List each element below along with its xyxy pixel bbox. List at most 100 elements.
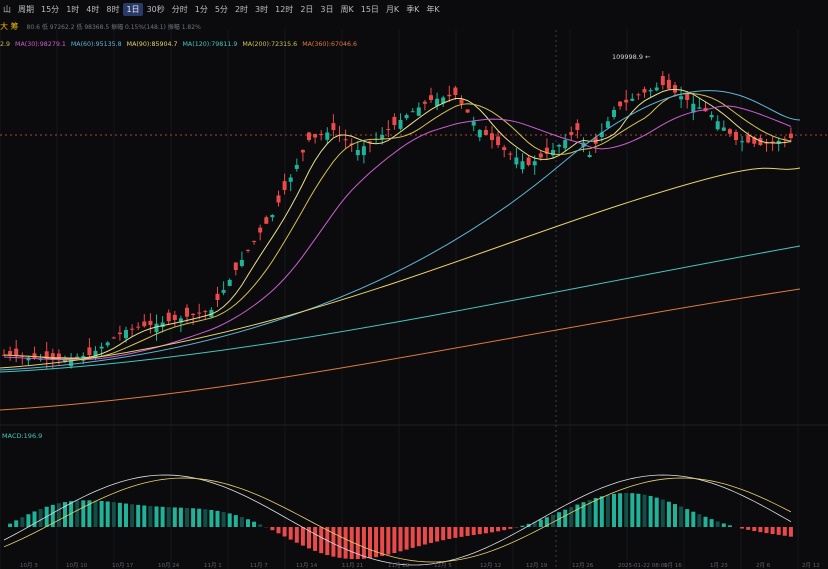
candle-body <box>111 337 116 339</box>
timeframe-14[interactable]: 2日 <box>300 4 314 14</box>
macd-bar <box>14 520 19 527</box>
macd-bar <box>721 523 726 527</box>
timeframe-4[interactable]: 4时 <box>86 4 100 14</box>
candle-body <box>368 141 372 143</box>
timeframe-17[interactable]: 15日 <box>360 4 379 14</box>
macd-bar <box>136 504 141 527</box>
candle-body <box>26 357 31 361</box>
candle-body <box>313 133 318 138</box>
candle-body <box>532 161 537 166</box>
candle-body <box>93 350 98 358</box>
macd-bar <box>587 499 592 527</box>
candle-body <box>782 138 787 140</box>
candle-body <box>209 310 214 318</box>
x-axis-label: 11月 1 <box>204 562 222 569</box>
ma60-line <box>0 90 801 371</box>
macd-bar <box>502 527 507 531</box>
macd-bar <box>709 519 714 527</box>
timeframe-3[interactable]: 1时 <box>66 4 80 14</box>
candle-body <box>331 123 336 130</box>
macd-bar <box>673 504 677 527</box>
candle-body <box>32 353 37 359</box>
x-axis-label: 12月 26 <box>572 562 594 569</box>
candle-body <box>343 139 348 141</box>
timeframe-9[interactable]: 1分 <box>194 4 208 14</box>
candle-body <box>526 157 531 165</box>
candle-body <box>239 260 244 266</box>
macd-bar <box>215 510 220 527</box>
macd-bar <box>544 517 549 527</box>
timeframe-16[interactable]: 周K <box>340 4 354 14</box>
candle-body <box>136 326 141 328</box>
macd-bar <box>178 507 183 527</box>
timeframe-12[interactable]: 3时 <box>255 4 269 14</box>
candle-body <box>447 94 452 97</box>
candle-body <box>422 101 427 104</box>
candle-body <box>142 321 147 327</box>
macd-bar <box>471 527 476 536</box>
timeframe-0[interactable]: 山 <box>3 4 11 14</box>
macd-bar <box>282 527 287 537</box>
candle-body <box>117 332 122 335</box>
macd-bar <box>441 527 446 541</box>
high-price-label: 109998.9 ← <box>612 53 651 61</box>
timeframe-5[interactable]: 8时 <box>106 4 120 14</box>
ma90-value: MA(90):85904.7 <box>126 41 178 48</box>
candle-body <box>740 141 745 143</box>
timeframe-18[interactable]: 月K <box>385 4 400 14</box>
ma-line <box>3 88 791 360</box>
macd-bar <box>563 509 568 527</box>
timeframe-2[interactable]: 15分 <box>41 4 60 14</box>
timeframe-13[interactable]: 12时 <box>275 4 294 14</box>
timeframe-1[interactable]: 周期 <box>18 4 34 14</box>
x-axis-label: 2月 6 <box>756 562 771 569</box>
macd-bar <box>490 527 494 533</box>
macd-bar <box>770 527 775 534</box>
macd-bar <box>124 503 128 527</box>
candle-body <box>69 357 74 367</box>
candle-body <box>398 120 403 129</box>
macd-bar <box>300 527 305 546</box>
macd-bar <box>294 527 299 543</box>
macd-bar <box>636 493 641 527</box>
candle-body <box>471 121 476 126</box>
timeframe-6[interactable]: 1日 <box>123 2 143 16</box>
candle-body <box>465 109 470 113</box>
macd-bar <box>32 511 37 527</box>
candle-body <box>325 132 330 140</box>
x-axis-label: 11月 14 <box>296 562 318 569</box>
macd-bar <box>343 527 348 559</box>
macd-bar <box>172 507 177 527</box>
macd-dea-line <box>3 477 792 563</box>
candle-body <box>630 98 635 101</box>
candle-body <box>416 107 421 116</box>
macd-bar <box>776 527 781 535</box>
timeframe-19[interactable]: 季K <box>406 4 420 14</box>
candle-body <box>502 147 507 150</box>
candle-body <box>197 312 202 314</box>
timeframe-20[interactable]: 年K <box>426 4 440 14</box>
candle-body <box>660 76 665 85</box>
ma360-value: MA(360):67046.6 <box>302 41 358 48</box>
candle-body <box>514 157 519 165</box>
macd-bar <box>111 502 116 527</box>
candle-body <box>715 121 720 130</box>
candle-body <box>50 353 55 360</box>
info-label: 大 筹 <box>0 21 19 31</box>
macd-bar <box>557 512 562 527</box>
macd-bar <box>270 527 275 531</box>
info-stats: 80.6 低 97262.2 低 98368.5 振幅 0.15%(148.1)… <box>26 23 201 31</box>
candle-body <box>429 95 433 100</box>
timeframe-15[interactable]: 3日 <box>320 4 334 14</box>
candle-body <box>154 323 159 333</box>
candle-body <box>441 97 446 104</box>
ma-legend: 2.9 MA(30):98279.1 MA(60):95135.8 MA(90)… <box>0 41 357 51</box>
timeframe-7[interactable]: 30秒 <box>146 4 165 14</box>
timeframe-8[interactable]: 分时 <box>171 4 188 14</box>
candle-body <box>508 153 513 155</box>
ma-short-value: 2.9 <box>0 41 11 48</box>
timeframe-11[interactable]: 2时 <box>234 4 249 14</box>
x-axis-label: 1月 23 <box>710 562 728 569</box>
timeframe-10[interactable]: 5分 <box>214 4 228 14</box>
